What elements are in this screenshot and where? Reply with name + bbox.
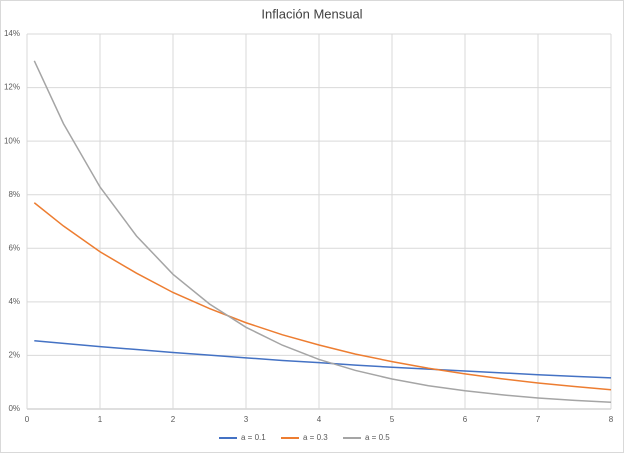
x-tick-label: 0 xyxy=(25,415,30,424)
x-tick-label: 7 xyxy=(536,415,541,424)
y-tick-label: 10% xyxy=(4,136,20,145)
y-tick-label: 6% xyxy=(8,243,20,252)
x-tick-label: 4 xyxy=(317,415,322,424)
y-tick-label: 2% xyxy=(8,351,20,360)
chart-title: Inflación Mensual xyxy=(261,6,362,21)
legend-label: a = 0.1 xyxy=(241,433,266,442)
legend-label: a = 0.5 xyxy=(365,433,390,442)
x-tick-label: 2 xyxy=(171,415,176,424)
y-tick-label: 8% xyxy=(8,190,20,199)
x-tick-label: 8 xyxy=(609,415,614,424)
y-tick-label: 14% xyxy=(4,29,20,38)
series-line xyxy=(34,339,612,379)
legend-label: a = 0.3 xyxy=(303,433,328,442)
series-line xyxy=(33,60,612,404)
y-tick-label: 12% xyxy=(4,83,20,92)
y-tick-label: 0% xyxy=(8,404,20,413)
x-tick-label: 3 xyxy=(244,415,249,424)
y-tick-label: 4% xyxy=(8,297,20,306)
series-line xyxy=(33,202,612,391)
x-tick-label: 5 xyxy=(390,415,395,424)
x-tick-label: 6 xyxy=(463,415,468,424)
x-tick-label: 1 xyxy=(98,415,103,424)
